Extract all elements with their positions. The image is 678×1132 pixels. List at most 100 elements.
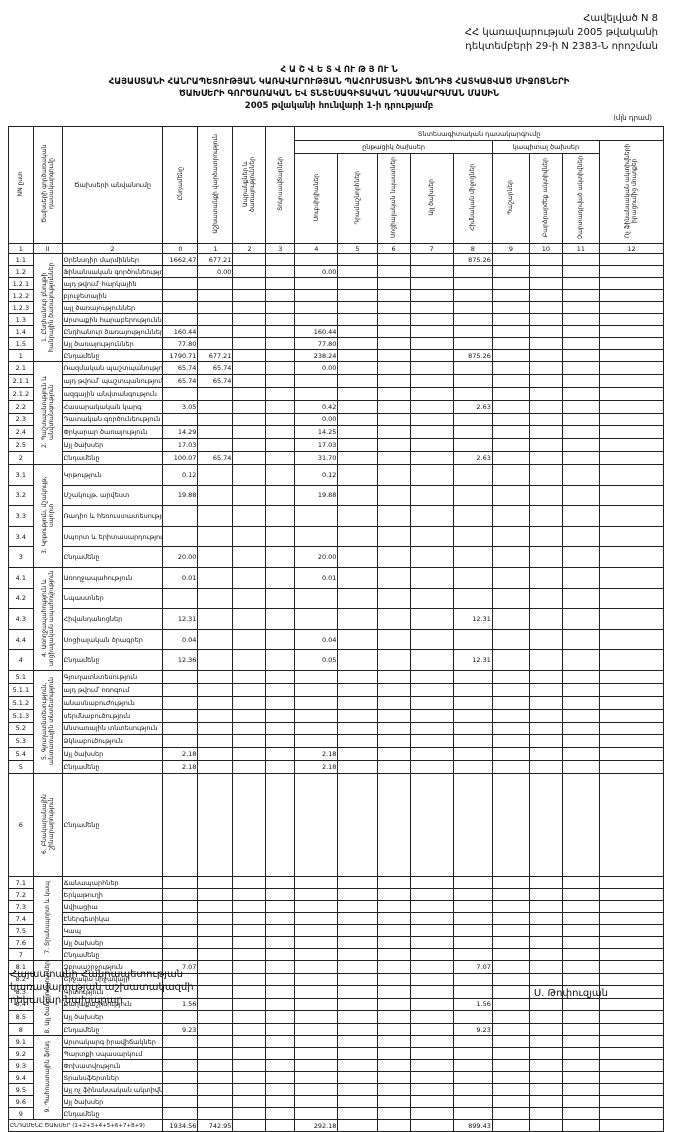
cell bbox=[598, 924, 665, 937]
cell bbox=[265, 747, 296, 762]
cell: 677.21 bbox=[197, 253, 234, 266]
cell bbox=[409, 608, 454, 630]
cell: 0.04 bbox=[294, 628, 339, 651]
cell bbox=[376, 1083, 411, 1097]
row-number: 5.2 bbox=[8, 721, 34, 736]
data-row: 2.1.1 այդ թվում՝ պաշտպանություն 65.74 65.74 bbox=[8, 373, 665, 388]
data-row: 9.2 Պարտքի սպասարկում bbox=[8, 1047, 665, 1061]
cell bbox=[491, 525, 530, 548]
row-name: Ընդամենը bbox=[61, 349, 164, 362]
cell bbox=[491, 1071, 530, 1085]
data-row: 9.5 Այլ ոչ ֆինանսական ակտիվներ bbox=[8, 1083, 665, 1097]
cell bbox=[337, 325, 378, 338]
cell bbox=[598, 948, 665, 961]
data-row: 2.1.2 ազգային անվտանգություն bbox=[8, 386, 665, 401]
cell bbox=[162, 265, 199, 278]
cell bbox=[337, 773, 378, 877]
cell bbox=[452, 695, 493, 710]
title: Հ Ա Շ Վ Ե Տ Վ ՈՒ Թ Յ ՈՒ Ն ՀԱՅԱՍՏԱՆԻ ՀԱՆՐ… bbox=[0, 64, 678, 112]
cell bbox=[337, 373, 378, 388]
cell bbox=[376, 628, 411, 651]
cell bbox=[491, 1119, 530, 1132]
cell bbox=[162, 936, 199, 949]
cell bbox=[528, 912, 563, 925]
cell bbox=[598, 912, 665, 925]
cell bbox=[452, 505, 493, 527]
row-number: 5 bbox=[8, 760, 34, 774]
cell bbox=[232, 936, 267, 949]
cell bbox=[337, 438, 378, 453]
cell bbox=[528, 708, 563, 723]
cell bbox=[337, 608, 378, 630]
cell bbox=[265, 361, 296, 375]
cell bbox=[337, 289, 378, 302]
row-number: 3.3 bbox=[8, 505, 34, 527]
cell: 0.00 bbox=[294, 361, 339, 375]
cell bbox=[561, 960, 600, 974]
cell bbox=[528, 608, 563, 630]
cell bbox=[528, 900, 563, 913]
cell bbox=[162, 1047, 199, 1061]
data-row: 1.4 Ընդհանուր ծառայություններ 160.44 160.44 bbox=[8, 325, 665, 338]
row-number: 7.1 bbox=[8, 876, 34, 889]
row-name: Կրթություն bbox=[61, 464, 164, 486]
cell bbox=[528, 253, 563, 266]
row-name: Ռադիո և հեռուստատեսություն bbox=[61, 505, 164, 527]
cell bbox=[409, 888, 454, 901]
cell: 2.63 bbox=[452, 399, 493, 414]
section-label: 5. Գյուղատնտեսություն, անտառային տնտեսու… bbox=[32, 670, 63, 774]
cell bbox=[452, 438, 493, 453]
cell bbox=[232, 386, 267, 401]
cell bbox=[232, 301, 267, 314]
cell bbox=[452, 900, 493, 913]
cell: 2.18 bbox=[162, 747, 199, 762]
cell bbox=[197, 386, 234, 401]
cell bbox=[294, 373, 339, 388]
cell bbox=[409, 1035, 454, 1049]
cell bbox=[162, 670, 199, 684]
data-row: 7 Ընդամենը bbox=[8, 948, 665, 961]
cell bbox=[528, 948, 563, 961]
unit: (մլն դրամ) bbox=[613, 114, 652, 122]
cell bbox=[265, 464, 296, 486]
data-row: 9.3 Փոխատվություն bbox=[8, 1059, 665, 1073]
cell bbox=[491, 277, 530, 290]
cell bbox=[561, 361, 600, 375]
column-number: 1 bbox=[8, 243, 34, 254]
cell bbox=[598, 484, 665, 507]
cell bbox=[491, 734, 530, 749]
cell bbox=[491, 972, 530, 987]
cell bbox=[491, 912, 530, 925]
cell bbox=[561, 451, 600, 465]
cell bbox=[265, 924, 296, 937]
cell bbox=[598, 505, 665, 527]
cell bbox=[598, 1083, 665, 1097]
cell bbox=[376, 313, 411, 326]
cell: 65.74 bbox=[197, 373, 234, 388]
cell: 20.00 bbox=[294, 546, 339, 568]
cell bbox=[232, 1035, 267, 1049]
cell bbox=[337, 567, 378, 589]
row-name: սերմնաբուծություն bbox=[61, 708, 164, 723]
data-row: 9.6 Այլ ծախսեր bbox=[8, 1095, 665, 1109]
cell: 20.00 bbox=[162, 546, 199, 568]
cell bbox=[491, 301, 530, 314]
cell bbox=[376, 888, 411, 901]
cell bbox=[337, 682, 378, 697]
cell bbox=[232, 265, 267, 278]
header: Հավելված N 8 ՀՀ կառավարության 2005 թվակա… bbox=[465, 12, 658, 54]
cell bbox=[265, 349, 296, 362]
cell bbox=[528, 349, 563, 362]
cell bbox=[561, 337, 600, 350]
cell: 875.26 bbox=[452, 349, 493, 362]
cell bbox=[409, 361, 454, 375]
cell bbox=[294, 301, 339, 314]
cell bbox=[232, 924, 267, 937]
cell bbox=[376, 277, 411, 290]
header-row: Սուբսիդիաներ Դրամաշնորհներ Սոցիալական նպաս… bbox=[9, 152, 664, 245]
cell bbox=[528, 1119, 563, 1132]
row-name: Գյուղատնտեսություն bbox=[61, 670, 164, 684]
cell bbox=[162, 505, 199, 527]
cell bbox=[491, 1059, 530, 1073]
cell bbox=[409, 708, 454, 723]
